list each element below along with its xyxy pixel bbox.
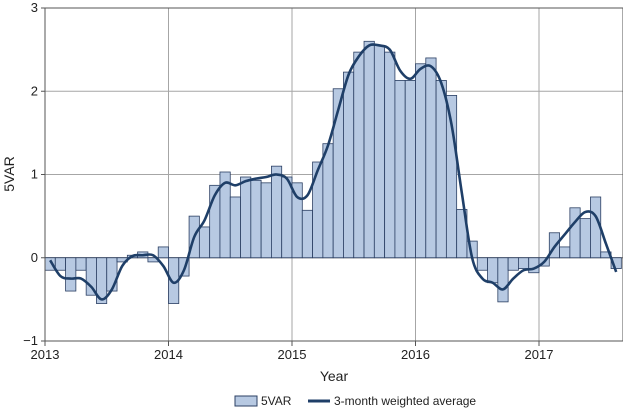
bar-5var	[476, 257, 488, 271]
bar-5var	[507, 257, 519, 271]
line-series	[49, 43, 618, 301]
bar-5var	[157, 246, 169, 259]
bar-5var	[487, 257, 499, 284]
bar-5var	[281, 176, 293, 259]
bar-5var	[445, 95, 458, 259]
x-axis-label: Year	[320, 368, 349, 384]
y-tick-label: 1	[31, 167, 38, 182]
legend-swatch-5var	[234, 395, 258, 407]
bar-5var	[271, 165, 283, 259]
bar-5var	[579, 218, 591, 259]
x-tick-label: 2014	[154, 347, 183, 362]
bar-5var	[198, 226, 211, 259]
bar-5var	[559, 246, 571, 259]
bar-5var	[229, 196, 241, 259]
bar-5var	[54, 257, 66, 271]
bar-5var	[373, 45, 386, 259]
bar-5var	[240, 176, 252, 259]
y-tick-label: 0	[31, 250, 38, 265]
x-tick-label: 2015	[278, 347, 307, 362]
bars-5var	[44, 40, 622, 304]
legend: 5VAR 3-month weighted average	[234, 394, 476, 408]
x-tick-labels: 2013 2014 2015 2016 2017	[31, 341, 554, 362]
y-axis-label: 5VAR	[1, 156, 17, 192]
bar-5var	[425, 57, 437, 259]
bar-5var	[301, 209, 313, 259]
bar-5var	[435, 80, 447, 259]
bar-5var	[404, 80, 416, 259]
legend-label-5var: 5VAR	[261, 394, 292, 408]
bar-5var	[343, 71, 355, 259]
bar-5var	[518, 257, 530, 269]
bar-5var	[65, 257, 77, 292]
bar-5var	[363, 40, 375, 259]
legend-label-average: 3-month weighted average	[334, 394, 476, 408]
x-tick-label: 2013	[31, 347, 60, 362]
y-tick-labels: −1 0 1 2 3	[23, 0, 45, 348]
bar-5var	[569, 207, 581, 259]
bar-5var	[250, 179, 262, 259]
x-tick-label: 2016	[401, 347, 430, 362]
bar-5var	[384, 51, 396, 259]
y-tick-label: 2	[31, 83, 38, 98]
bar-5var	[353, 51, 365, 259]
bar-5var	[75, 257, 87, 271]
bar-5var	[394, 80, 406, 259]
bar-5var	[260, 182, 272, 259]
x-tick-label: 2017	[525, 347, 554, 362]
line-3-month-weighted-average	[49, 43, 618, 301]
bar-5var	[415, 63, 427, 259]
bar-5var	[106, 257, 118, 292]
y-tick-label: −1	[23, 333, 38, 348]
bar-5var	[497, 257, 509, 303]
y-tick-label: 3	[31, 0, 38, 15]
bar-5var	[322, 143, 334, 259]
